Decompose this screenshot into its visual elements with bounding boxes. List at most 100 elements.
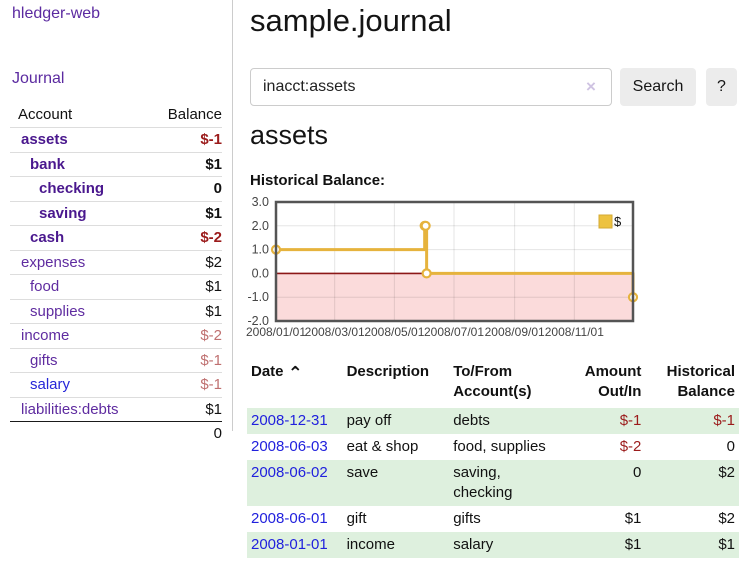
- svg-text:3.0: 3.0: [252, 197, 269, 209]
- account-balance: $-1: [200, 351, 222, 369]
- account-row: gifts $-1: [10, 349, 222, 373]
- account-link-gifts[interactable]: gifts: [30, 351, 58, 369]
- account-row: supplies $1: [10, 300, 222, 324]
- transaction-amount: $-1: [619, 412, 642, 429]
- page-title: sample.journal: [250, 3, 452, 38]
- transaction-accounts: salary: [453, 536, 494, 553]
- account-balance-table: Account Balance assets $-1 bank $1 checking 0…: [10, 102, 222, 444]
- transaction-date-link[interactable]: 2008-06-03: [251, 438, 328, 455]
- account-row: income $-2: [10, 324, 222, 349]
- search-input[interactable]: [250, 68, 612, 106]
- account-row: bank $1: [10, 153, 222, 177]
- account-link-bank[interactable]: bank: [30, 155, 66, 173]
- description-column-header: Description: [346, 363, 430, 380]
- account-row: salary $-1: [10, 373, 222, 398]
- transaction-amount: $-2: [619, 438, 642, 455]
- account-link-assets[interactable]: assets: [21, 131, 68, 149]
- svg-text:2008/11/01: 2008/11/01: [545, 325, 604, 339]
- transaction-row: 2008-06-02 save saving, checking 0 $2: [247, 460, 739, 506]
- transaction-description: pay off: [346, 412, 392, 429]
- svg-text:2008/09/01: 2008/09/01: [485, 325, 545, 339]
- balance-total-row: 0: [10, 422, 222, 444]
- transaction-row: 2008-12-31 pay off debts $-1 $-1: [247, 408, 739, 434]
- account-table-header: Account Balance: [10, 102, 222, 128]
- balance-column-header-main: Historical Balance: [666, 363, 735, 400]
- svg-text:2008/03/01: 2008/03/01: [305, 325, 365, 339]
- account-tree: assets $-1 bank $1 checking 0 saving $1 cash $-2 e…: [10, 128, 222, 422]
- account-balance: $1: [205, 278, 222, 296]
- transaction-accounts: saving, checking: [453, 464, 513, 501]
- transaction-row: 2008-06-01 gift gifts $1 $2: [247, 506, 739, 532]
- app-brand-link[interactable]: hledger-web: [12, 5, 101, 22]
- svg-text:0.0: 0.0: [252, 266, 269, 280]
- balance-total-value: 0: [213, 424, 222, 442]
- account-balance: $1: [205, 204, 222, 222]
- sidebar-divider: [232, 0, 233, 431]
- account-balance: $-1: [200, 131, 222, 149]
- account-row: expenses $2: [10, 251, 222, 275]
- transaction-description: gift: [346, 510, 367, 527]
- transaction-accounts: food, supplies: [453, 438, 546, 455]
- transaction-balance: $2: [718, 464, 735, 481]
- help-button[interactable]: ?: [706, 68, 737, 106]
- main-content: sample.journal × Search ? assets Histori…: [246, 0, 742, 558]
- transaction-accounts: gifts: [453, 510, 481, 527]
- transaction-description: income: [346, 536, 395, 553]
- register-table: Date ⌃ Description To/From Account(s) Am…: [247, 360, 739, 558]
- account-link-food[interactable]: food: [30, 278, 60, 296]
- account-link-income[interactable]: income: [21, 327, 70, 345]
- register-header-row: Date ⌃ Description To/From Account(s) Am…: [247, 360, 739, 408]
- account-balance: $-2: [200, 327, 222, 345]
- transaction-description: eat & shop: [346, 438, 419, 455]
- account-column-header: Account: [18, 106, 73, 123]
- transaction-amount: 0: [633, 464, 642, 481]
- transaction-date-link[interactable]: 2008-06-02: [251, 464, 328, 481]
- account-balance: $2: [205, 253, 222, 271]
- svg-text:1.0: 1.0: [252, 243, 269, 257]
- transaction-date-link[interactable]: 2008-06-01: [251, 510, 328, 527]
- account-link-supplies[interactable]: supplies: [30, 302, 86, 320]
- date-header-label: Date: [251, 363, 284, 380]
- svg-text:$: $: [614, 214, 622, 229]
- account-row: cash $-2: [10, 226, 222, 251]
- sort-ascending-icon: ⌃: [287, 363, 303, 383]
- account-row: food $1: [10, 275, 222, 300]
- transaction-row: 2008-01-01 income salary $1 $1: [247, 532, 739, 558]
- account-row: assets $-1: [10, 128, 222, 153]
- account-balance: $-2: [200, 229, 222, 247]
- tofrom-column-header: To/From Account(s): [453, 363, 532, 400]
- transaction-balance: $-1: [713, 412, 735, 429]
- account-link-salary[interactable]: salary: [30, 376, 71, 394]
- balance-column-header: Balance: [167, 106, 222, 123]
- transaction-amount: $1: [624, 510, 642, 527]
- svg-text:2008/07/01: 2008/07/01: [424, 325, 484, 339]
- amount-column-header: Amount Out/In: [584, 363, 642, 400]
- transaction-balance: 0: [726, 438, 735, 455]
- sidebar-item-journal[interactable]: Journal: [12, 70, 65, 87]
- account-link-liabilities-debts[interactable]: liabilities:debts: [21, 400, 119, 418]
- svg-text:-1.0: -1.0: [247, 290, 269, 304]
- account-link-expenses[interactable]: expenses: [21, 253, 86, 271]
- account-heading: assets: [250, 120, 329, 150]
- account-balance: $1: [205, 155, 222, 173]
- svg-text:2008/05/01: 2008/05/01: [364, 325, 424, 339]
- svg-text:2008/01/01: 2008/01/01: [246, 325, 306, 339]
- svg-text:2.0: 2.0: [252, 219, 269, 233]
- chart-heading: Historical Balance:: [250, 172, 386, 189]
- transaction-accounts: debts: [453, 412, 490, 429]
- search-button[interactable]: Search: [620, 68, 696, 106]
- account-balance: 0: [213, 180, 222, 198]
- transaction-date-link[interactable]: 2008-12-31: [251, 412, 328, 429]
- account-link-saving[interactable]: saving: [39, 204, 87, 222]
- transaction-row: 2008-06-03 eat & shop food, supplies $-2 0: [247, 434, 739, 460]
- account-link-checking[interactable]: checking: [39, 180, 105, 198]
- clear-search-icon[interactable]: ×: [586, 77, 596, 96]
- account-link-cash[interactable]: cash: [30, 229, 65, 247]
- account-balance: $1: [205, 400, 222, 418]
- date-column-header[interactable]: Date ⌃: [247, 360, 343, 408]
- account-row: saving $1: [10, 202, 222, 226]
- search-bar: × Search ?: [250, 68, 742, 106]
- transaction-amount: $1: [624, 536, 642, 553]
- transaction-date-link[interactable]: 2008-01-01: [251, 536, 328, 553]
